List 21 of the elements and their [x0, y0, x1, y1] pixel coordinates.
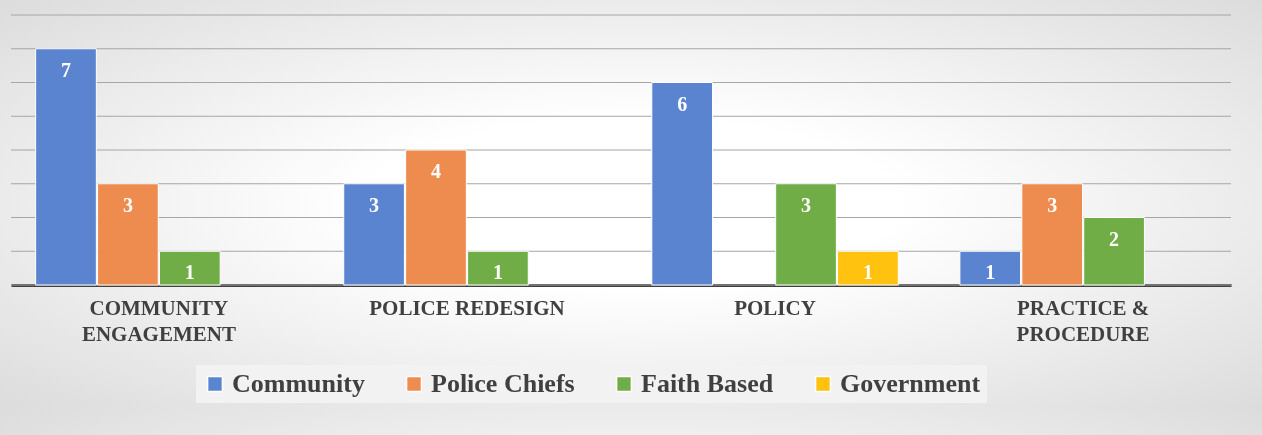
data-label: 1 [184, 261, 195, 284]
data-label: 1 [985, 261, 996, 284]
legend-label: Police Chiefs [431, 369, 575, 398]
bar [651, 82, 713, 286]
data-label: 3 [801, 193, 811, 216]
legend-label: Community [232, 369, 365, 398]
data-label: 3 [369, 193, 380, 216]
x-tick-label: POLICE REDESIGN [369, 295, 565, 320]
data-label: 3 [122, 193, 133, 216]
data-label: 7 [60, 58, 71, 81]
x-tick-label: POLICY [734, 295, 816, 320]
x-tick-label: PRACTICE & PROCEDURE [1016, 295, 1150, 346]
x-tick-label: COMMUNITY ENGAGEMENT [81, 295, 236, 346]
data-label: 4 [431, 160, 441, 182]
data-label: 2 [1109, 227, 1120, 250]
data-label: 3 [1047, 193, 1058, 216]
data-label: 6 [677, 92, 688, 115]
data-label: 1 [492, 261, 503, 284]
legend-label: Government [840, 369, 981, 398]
legend-label: Faith Based [641, 369, 774, 398]
data-label: 1 [862, 261, 873, 284]
